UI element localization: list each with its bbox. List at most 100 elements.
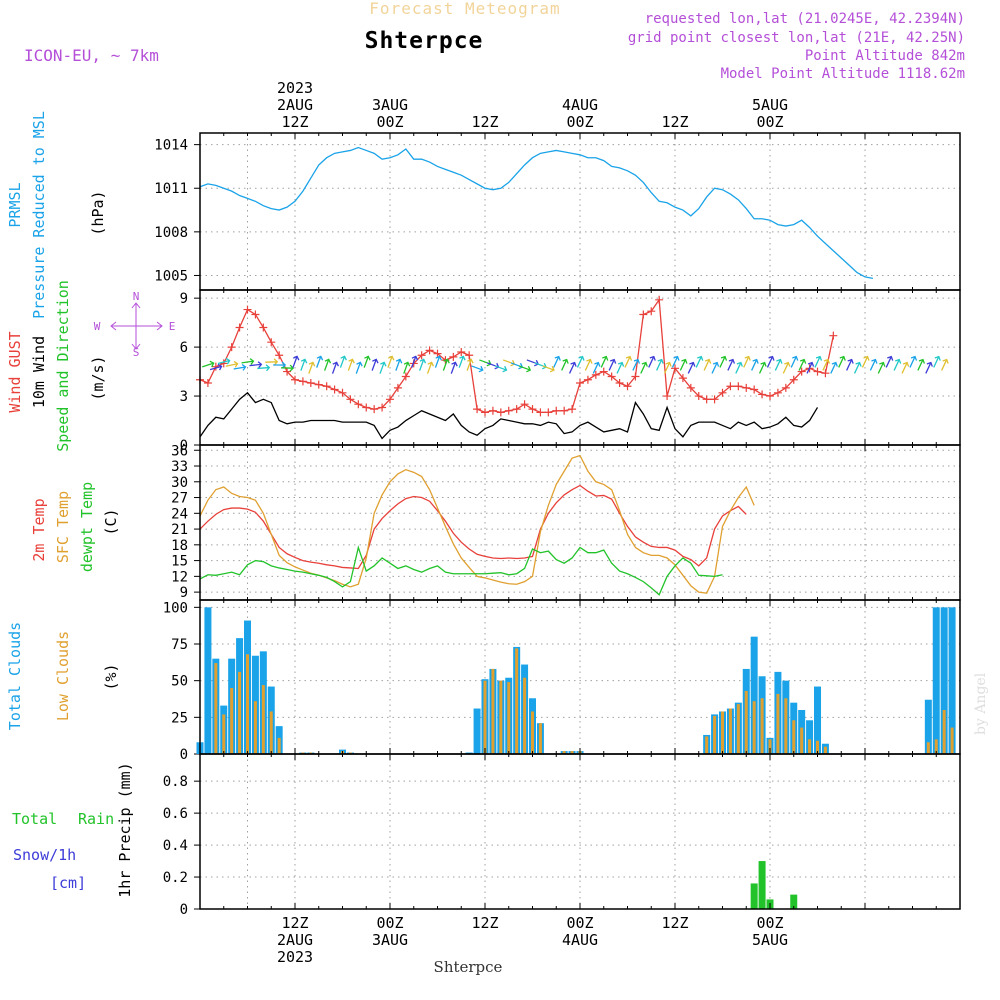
low-cloud-bar <box>515 648 519 754</box>
total-cloud-bar <box>948 607 956 754</box>
wind-direction-arrow <box>273 361 287 369</box>
wind-direction-arrow <box>806 361 815 374</box>
time-label: 2023 <box>277 79 313 97</box>
model-label: ICON-EU, ~ 7km <box>24 46 159 65</box>
y-tick-label: 18 <box>171 538 188 554</box>
wind-direction-arrow <box>608 358 617 371</box>
gust-marker <box>227 343 236 352</box>
y-tick-label: 9 <box>180 585 188 601</box>
wind-direction-arrow <box>703 358 712 371</box>
total-cloud-bar <box>750 636 758 754</box>
wind-direction-arrow <box>403 361 411 374</box>
wind-direction-arrow <box>395 358 403 371</box>
low-cloud-bar <box>531 711 534 754</box>
y-tick-label: 24 <box>171 506 188 522</box>
gust-marker <box>750 385 759 394</box>
panel-label: (hPa) <box>89 190 107 235</box>
total-cloud-bar <box>940 607 948 754</box>
low-cloud-bar <box>253 701 257 754</box>
gust-marker <box>694 392 703 401</box>
y-tick-label: 6 <box>180 340 188 356</box>
gust-marker <box>773 388 782 397</box>
wind-direction-arrow <box>217 357 231 365</box>
total-cloud-bar <box>814 686 821 754</box>
low-cloud-bar <box>744 690 748 754</box>
gust-marker <box>496 408 505 417</box>
gust-marker <box>742 383 751 392</box>
gust-marker <box>243 305 252 314</box>
wind-direction-arrow <box>324 358 332 371</box>
wind-direction-arrow <box>553 355 561 368</box>
gust-marker <box>568 405 577 414</box>
low-cloud-bar <box>238 671 242 754</box>
y-tick-label: 27 <box>171 491 188 507</box>
precip-bar <box>790 894 798 909</box>
wind-direction-arrow <box>371 358 379 371</box>
precip-bar <box>758 861 766 909</box>
precip-panel: 0 0.2 0.4 0.6 0.8 <box>163 753 961 918</box>
compass-south: S <box>133 346 140 359</box>
gust-marker <box>433 349 442 358</box>
wind-compass: N S W E <box>94 290 176 359</box>
wind-direction-arrow <box>624 355 633 368</box>
gust-marker <box>512 405 521 414</box>
wind-direction-arrow <box>592 361 601 374</box>
gust-marker <box>291 375 299 384</box>
low-cloud-bar <box>721 711 724 754</box>
gust-marker <box>393 383 402 392</box>
wind-direction-arrow <box>846 358 854 371</box>
low-cloud-bar <box>483 680 487 754</box>
gust-marker <box>678 374 687 383</box>
gust-marker <box>686 383 695 392</box>
gust-marker <box>726 382 735 391</box>
gust-marker <box>718 388 727 397</box>
gust-marker <box>378 403 387 412</box>
gust-marker <box>829 331 838 340</box>
gust-marker <box>354 400 363 409</box>
panel-label: Total Clouds <box>6 622 24 730</box>
wind-direction-arrow <box>542 365 555 373</box>
wind-direction-arrow <box>758 361 767 374</box>
low-cloud-bar <box>499 680 503 754</box>
low-cloud-bar <box>823 746 827 754</box>
wind-direction-arrow <box>426 361 435 374</box>
wind-direction-arrow <box>308 361 316 374</box>
gust-marker <box>583 375 592 384</box>
y-tick-label: 0.8 <box>163 774 188 790</box>
time-label: 5AUG <box>752 96 788 114</box>
low-cloud-bar <box>792 720 796 754</box>
wind-direction-arrow <box>363 355 371 368</box>
wind-direction-arrow <box>257 364 271 372</box>
wind-direction-arrow <box>292 355 300 368</box>
time-label: 12Z <box>281 914 308 932</box>
gust-marker <box>473 405 482 414</box>
total-cloud-bar <box>806 720 814 754</box>
time-label: 00Z <box>376 113 403 131</box>
gust-marker <box>766 392 774 401</box>
panel-label: Snow/1h <box>13 846 76 864</box>
panel-label: Pressure Reduced to MSL <box>30 111 48 319</box>
compass-arrows <box>110 302 163 350</box>
gust-marker <box>520 400 529 409</box>
wind-direction-arrow <box>774 358 783 371</box>
panel-label: (m/s) <box>89 355 107 400</box>
wind-direction-arrow <box>442 358 450 371</box>
wind-direction-arrow <box>339 355 347 368</box>
wind-direction-arrow <box>331 361 340 374</box>
wind-direction-arrow <box>316 355 324 368</box>
time-label: 4AUG <box>562 96 598 114</box>
gust-marker <box>647 307 656 316</box>
panel-label: SFC Temp <box>54 491 72 563</box>
gust-marker <box>457 348 466 356</box>
wind-direction-arrow <box>687 361 696 374</box>
wind-direction-arrow <box>790 355 799 368</box>
panel-label: Speed and Direction <box>54 280 72 452</box>
wind-direction-arrow <box>471 365 484 373</box>
y-tick-label: 1008 <box>154 225 188 241</box>
gust-marker <box>314 380 323 389</box>
total-cloud-bar <box>204 607 212 754</box>
series-prmsl <box>199 146 874 280</box>
wind-direction-arrow <box>869 358 878 371</box>
product-title: Forecast Meteogram <box>369 0 560 18</box>
